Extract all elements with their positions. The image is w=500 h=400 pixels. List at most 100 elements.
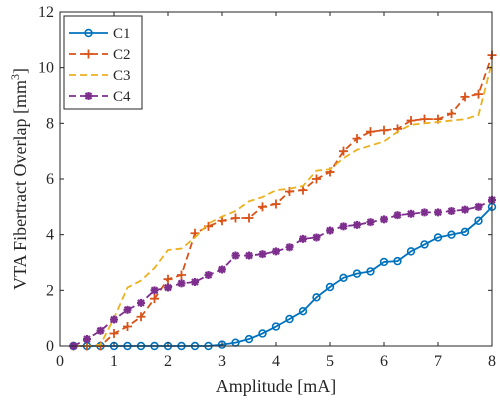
- x-tick-label: 6: [380, 353, 388, 370]
- data-point-c2: [123, 322, 132, 332]
- legend-box: [63, 15, 143, 110]
- y-tick-label: 4: [46, 227, 54, 244]
- data-point-c4: [434, 208, 442, 217]
- data-point-c1: [447, 230, 456, 239]
- series-c4: [69, 195, 496, 350]
- legend-item-c1: C1: [69, 26, 131, 42]
- data-point-c4: [150, 286, 159, 295]
- data-point-c1: [474, 216, 483, 225]
- data-point-c1: [352, 269, 362, 278]
- data-point-c4: [137, 298, 145, 307]
- data-point-c1: [339, 273, 348, 283]
- data-point-c1: [217, 340, 227, 349]
- y-tick-label: 10: [38, 60, 54, 77]
- data-point-c4: [285, 243, 294, 252]
- data-point-c2: [163, 274, 173, 284]
- data-point-c2: [474, 89, 483, 99]
- legend-label-c4: C4: [113, 89, 131, 105]
- y-axis-label: VTA Fibertract Overlap [mm3]: [8, 68, 30, 290]
- series-layer: [69, 50, 497, 351]
- data-point-c1: [460, 227, 470, 237]
- x-tick-label: 0: [56, 353, 64, 370]
- legend-item-c4: C4: [69, 89, 131, 105]
- x-axis-label: Amplitude [mA]: [216, 376, 336, 396]
- data-point-c1: [393, 256, 402, 266]
- data-point-c2: [271, 199, 281, 209]
- data-point-c4: [299, 234, 307, 243]
- data-point-c4: [312, 233, 321, 242]
- data-point-c4: [326, 226, 334, 235]
- data-point-c1: [258, 329, 267, 338]
- data-point-c4: [366, 218, 375, 227]
- legend-marker-c4: [84, 92, 93, 100]
- data-point-c1: [244, 334, 254, 344]
- data-point-c4: [393, 211, 402, 220]
- data-point-c2: [352, 134, 362, 144]
- x-tick-label: 7: [434, 353, 442, 370]
- data-point-c4: [164, 283, 172, 292]
- data-point-c1: [366, 267, 375, 276]
- x-tick-label: 8: [488, 353, 496, 370]
- data-point-c2: [244, 213, 254, 223]
- data-point-c2: [136, 312, 146, 322]
- data-point-c1: [433, 233, 443, 242]
- data-point-c1: [406, 247, 416, 256]
- data-point-c4: [353, 220, 361, 229]
- y-tick-label: 0: [46, 338, 54, 355]
- x-tick-label: 5: [326, 353, 334, 370]
- y-tick-label: 2: [46, 282, 54, 299]
- series-line-c2: [73, 54, 493, 347]
- data-point-c2: [366, 127, 375, 137]
- data-point-c4: [447, 207, 456, 216]
- y-tick-label: 12: [38, 4, 54, 21]
- y-axis-label-close: ]: [10, 68, 30, 74]
- legend-item-c3: C3: [69, 68, 131, 84]
- data-point-c4: [204, 271, 213, 280]
- x-tick-label: 3: [218, 353, 226, 370]
- data-point-c2: [217, 216, 227, 226]
- legend-label-c2: C2: [113, 47, 131, 63]
- data-point-c2: [420, 114, 429, 124]
- data-point-c4: [191, 277, 199, 286]
- data-point-c1: [379, 257, 389, 267]
- x-tick-label: 2: [164, 353, 172, 370]
- data-point-c4: [272, 247, 280, 256]
- data-point-c4: [258, 250, 267, 259]
- data-point-c1: [271, 322, 281, 331]
- data-point-c2: [312, 174, 321, 184]
- data-point-c4: [339, 222, 348, 231]
- data-point-c2: [460, 92, 470, 102]
- legend-marker-c2: [84, 49, 93, 59]
- data-point-c4: [96, 326, 105, 335]
- data-point-c1: [312, 293, 321, 302]
- legend-marker-c1: [84, 28, 93, 38]
- data-point-c2: [150, 294, 159, 304]
- data-point-c1: [420, 240, 429, 249]
- data-point-c2: [379, 125, 389, 135]
- data-point-c4: [407, 209, 415, 218]
- data-point-c4: [474, 202, 483, 211]
- data-point-c2: [447, 109, 456, 119]
- data-point-c2: [231, 213, 240, 223]
- legend-label-c1: C1: [113, 26, 131, 42]
- data-point-c4: [177, 279, 186, 288]
- x-tick-label: 1: [110, 353, 118, 370]
- data-point-c4: [231, 251, 240, 260]
- legend: C1 C2 C3 C4: [63, 15, 143, 110]
- data-point-c4: [245, 251, 253, 260]
- data-point-c1: [285, 314, 294, 324]
- legend-label-c3: C3: [113, 68, 131, 84]
- data-point-c4: [123, 305, 132, 314]
- data-point-c2: [258, 202, 267, 212]
- data-point-c4: [83, 335, 91, 344]
- y-tick-label: 8: [46, 115, 54, 132]
- data-point-c4: [218, 265, 226, 274]
- data-point-c4: [461, 205, 469, 214]
- series-line-c3: [73, 61, 493, 347]
- x-tick-label: 4: [272, 353, 280, 370]
- data-point-c2: [406, 116, 416, 126]
- data-point-c4: [420, 208, 429, 217]
- data-point-c4: [380, 215, 388, 224]
